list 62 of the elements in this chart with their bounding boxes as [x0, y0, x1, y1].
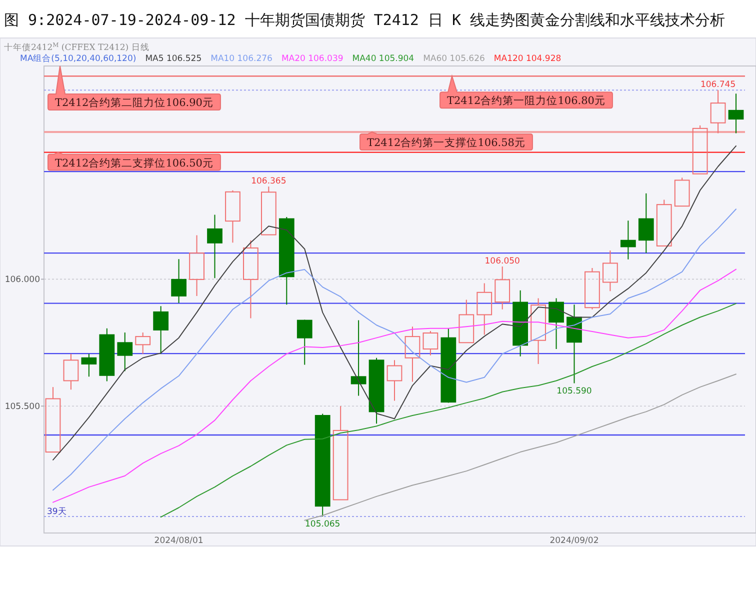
text: MA40 105.904 — [352, 54, 414, 64]
annotation: T2412合约第一支撑位106.58元 — [367, 136, 526, 149]
candlestick — [620, 220, 636, 260]
legend-label: MA120 104.928 — [494, 54, 562, 64]
candlestick — [728, 93, 744, 134]
annotation: 106.745 — [700, 80, 736, 90]
y-tick-label: 105.500 — [4, 402, 40, 412]
candlestick — [584, 268, 600, 310]
candlestick — [296, 320, 312, 366]
line-series — [160, 303, 737, 518]
annotation: 105.590 — [556, 386, 592, 396]
line-series — [52, 208, 737, 491]
candlestick — [45, 386, 61, 453]
candlestick — [207, 214, 222, 279]
candlestick — [81, 353, 97, 378]
annotation: T2412合约第二支撑位106.50元 — [55, 156, 214, 170]
candlestick — [153, 306, 169, 354]
annotation: 106.050 — [484, 256, 520, 267]
candlestick — [314, 413, 330, 518]
chart-title: 图 9:2024-07-19-2024-09-12 十年期货国债期货 T2412 日 K 线走势图黄金分割线和水平线技术分析 — [4, 11, 726, 29]
candlestick — [386, 360, 402, 402]
annotation: T2412合约第二阻力位106.90元 — [55, 96, 214, 109]
candlestick — [189, 234, 204, 296]
candlestick — [710, 90, 726, 134]
candlestick — [368, 357, 384, 424]
y-tick-label: 106.000 — [4, 275, 40, 286]
x-tick-label: 2024/09/02 — [550, 536, 599, 546]
line-series — [304, 374, 737, 521]
candlestick — [99, 328, 115, 382]
legend-title: MA组合(5,10,20,40,60,120) — [20, 53, 136, 64]
candlestick — [278, 216, 294, 306]
chart-subtitle: 十年债2412$^{M}$ (CFFEX T2412) 日线 — [4, 42, 150, 53]
text: MA10 106.276 — [210, 54, 272, 64]
candlestick — [225, 190, 240, 244]
annotation: 39天 — [47, 506, 67, 517]
candlestick — [512, 290, 528, 357]
candlestick — [548, 298, 564, 350]
text: MA5 106.525 — [145, 54, 202, 64]
candlestick — [135, 332, 151, 354]
candlestick — [243, 240, 258, 319]
candlestick — [117, 332, 133, 372]
candlestick — [476, 282, 492, 336]
candlestick — [602, 250, 618, 292]
candlestick — [404, 326, 420, 382]
candlestick — [350, 320, 366, 396]
annotation: T2412合约第一阻力位106.80元 — [447, 94, 606, 108]
candlestick — [566, 304, 582, 384]
annotation: 106.365 — [251, 176, 286, 187]
candlestick — [440, 328, 456, 404]
annotation: 105.065 — [305, 520, 340, 530]
candlestick — [171, 258, 186, 304]
text: MA60 105.626 — [423, 54, 485, 64]
candlestick — [332, 406, 348, 500]
candlestick — [260, 186, 276, 236]
x-tick-label: 2024/08/01 — [154, 536, 204, 546]
candlestick — [530, 298, 546, 364]
text: MA20 106.039 — [281, 54, 344, 64]
candlestick — [63, 353, 79, 390]
candlestick — [458, 299, 474, 344]
line-series — [52, 268, 737, 503]
candlestick — [638, 192, 654, 254]
candlestick — [494, 266, 510, 310]
